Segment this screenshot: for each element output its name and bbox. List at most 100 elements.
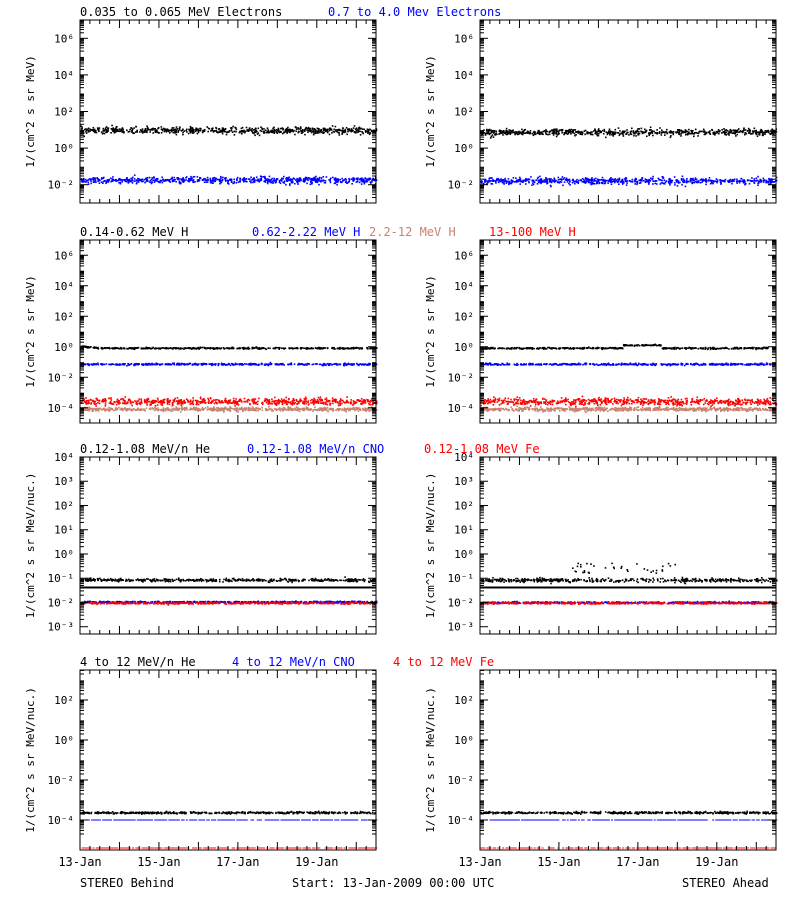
data-point <box>298 400 300 403</box>
data-point <box>137 177 139 180</box>
data-point <box>273 408 276 410</box>
data-point <box>770 178 772 180</box>
data-point <box>146 131 148 134</box>
data-point <box>183 180 186 182</box>
data-point <box>501 180 503 183</box>
data-point <box>267 129 269 131</box>
data-point <box>539 181 541 184</box>
data-point <box>175 406 178 408</box>
data-point <box>343 409 346 412</box>
data-point <box>504 132 506 135</box>
data-point <box>743 180 746 182</box>
data-point <box>744 133 746 136</box>
data-point <box>329 127 332 130</box>
data-point <box>662 176 664 178</box>
data-point <box>343 131 345 133</box>
data-point <box>762 134 764 137</box>
data-point <box>500 132 502 135</box>
data-point <box>139 178 142 181</box>
data-point <box>85 132 88 134</box>
data-point <box>236 407 238 409</box>
data-point <box>101 132 104 135</box>
data-point <box>277 347 279 349</box>
data-point <box>164 180 167 182</box>
data-point <box>674 182 676 184</box>
data-point <box>551 132 554 135</box>
data-point <box>369 409 372 412</box>
data-point <box>256 347 259 350</box>
data-point <box>294 409 296 411</box>
data-point <box>492 180 494 182</box>
data-point <box>215 347 218 349</box>
data-point <box>260 347 262 349</box>
data-point <box>211 129 213 132</box>
data-point <box>510 182 513 185</box>
data-point <box>157 178 159 180</box>
data-point <box>561 176 564 178</box>
data-point <box>271 177 273 180</box>
data-point <box>590 131 592 134</box>
data-point <box>558 129 561 132</box>
data-point <box>185 176 187 179</box>
data-point <box>650 177 652 179</box>
data-point <box>347 128 349 131</box>
data-point <box>291 347 293 349</box>
data-point <box>320 177 323 179</box>
data-point <box>529 132 531 135</box>
data-point <box>285 183 287 186</box>
data-point <box>484 180 486 182</box>
data-point <box>116 126 118 128</box>
data-point <box>318 363 321 366</box>
data-point <box>594 129 597 131</box>
data-point <box>182 131 184 134</box>
data-point <box>215 409 218 411</box>
data-point <box>689 180 691 183</box>
data-point <box>232 182 234 185</box>
data-point <box>212 131 215 133</box>
data-point <box>636 181 639 183</box>
data-point <box>282 177 284 180</box>
data-point <box>312 130 315 132</box>
data-point <box>290 363 293 366</box>
data-point <box>316 181 319 184</box>
data-point <box>612 132 614 135</box>
data-point <box>222 407 224 410</box>
data-point <box>207 179 209 181</box>
data-point <box>492 136 495 138</box>
data-point <box>160 363 163 366</box>
data-point <box>611 181 614 183</box>
data-point <box>719 179 721 181</box>
data-point <box>197 407 200 410</box>
data-point <box>153 176 155 178</box>
data-point <box>741 180 743 183</box>
data-point <box>296 177 298 180</box>
data-point <box>601 176 604 179</box>
data-point <box>153 179 156 182</box>
data-point <box>241 406 243 409</box>
data-point <box>232 125 234 128</box>
data-point <box>97 402 99 404</box>
data-point <box>491 183 494 185</box>
data-point <box>273 132 276 134</box>
data-point <box>124 408 127 411</box>
data-point <box>136 182 138 184</box>
data-point <box>484 181 486 183</box>
data-point <box>338 129 341 132</box>
data-point <box>664 181 667 184</box>
data-point <box>245 178 248 180</box>
data-point <box>110 128 113 130</box>
data-point <box>375 409 378 411</box>
data-point <box>349 347 351 350</box>
data-point <box>145 180 147 183</box>
data-point <box>623 182 625 184</box>
data-point <box>188 128 190 131</box>
data-point <box>540 179 543 182</box>
data-point <box>304 180 307 182</box>
data-point <box>202 130 204 133</box>
data-point <box>628 179 631 182</box>
data-point <box>304 133 306 136</box>
data-point <box>267 131 269 134</box>
data-point <box>154 128 156 130</box>
data-point <box>346 363 349 366</box>
data-point <box>329 363 332 365</box>
